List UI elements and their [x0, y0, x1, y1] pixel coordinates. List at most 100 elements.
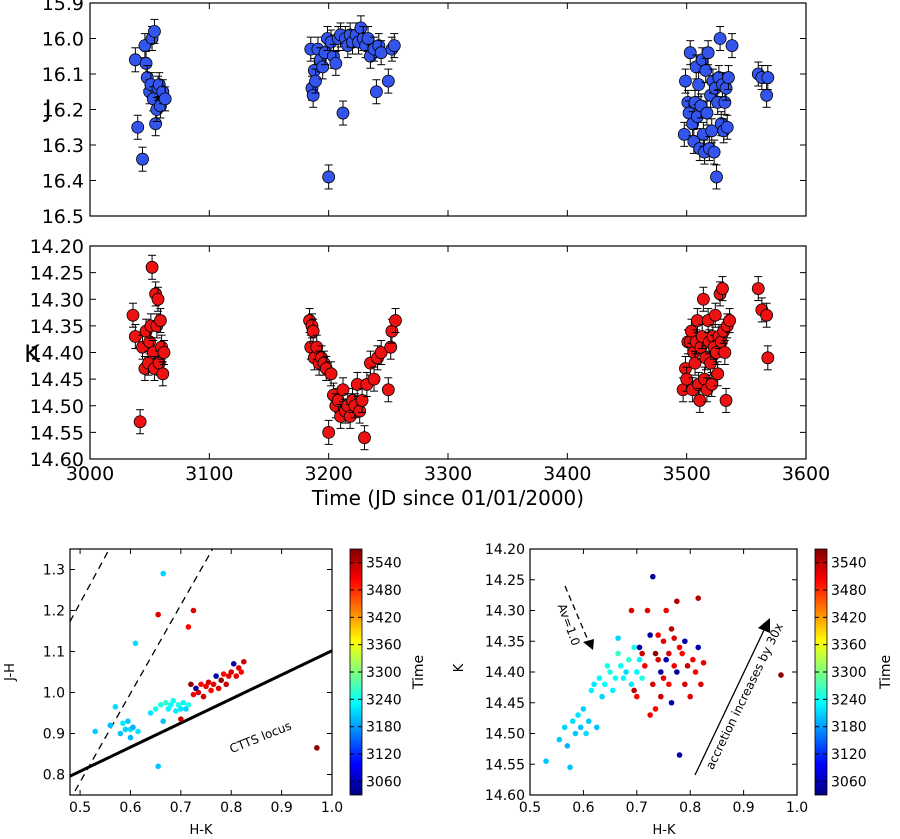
color-data-point	[92, 728, 98, 735]
y-tick-label: 14.40	[30, 343, 84, 365]
y-tick-label: 14.55	[485, 757, 525, 773]
color-data-point	[569, 718, 576, 724]
k-lightcurve-panel: 14.20 14.25 14.30 14.35 14.40 14.45 14.50 14.55…	[24, 236, 830, 510]
color-data-point	[225, 673, 232, 679]
y-tick-label: 14.30	[485, 604, 525, 620]
color-data-point	[679, 650, 685, 657]
j-data-point	[369, 79, 383, 105]
x-tick-label: 3200	[304, 463, 352, 485]
y-tick-label: 14.60	[30, 449, 84, 471]
x-tick-label: 3600	[782, 463, 830, 485]
x-tick-label: 0.7	[626, 800, 648, 816]
k-data-point	[751, 276, 765, 302]
color-data-point	[660, 638, 667, 645]
color-data-point	[676, 752, 683, 758]
color-data-point	[147, 710, 154, 716]
color-data-point	[690, 656, 696, 663]
y-tick-label: 14.50	[30, 396, 84, 418]
j-data-point	[699, 57, 713, 83]
k-plot-frame	[89, 245, 807, 460]
color-data-point	[663, 607, 669, 614]
color-data-point	[663, 656, 669, 663]
colorbar-tick-label: 3240	[831, 692, 867, 708]
color-data-point	[241, 658, 247, 665]
color-data-point	[120, 720, 126, 727]
cc-colorbar-ticks: 3060 3120 3180 3240 3300 3360 3420 3480 3540	[350, 556, 402, 790]
color-data-point	[631, 687, 637, 694]
color-data-point	[682, 681, 688, 688]
colorbar-tick-label: 3060	[831, 774, 867, 790]
color-data-point	[203, 683, 209, 690]
color-data-point	[583, 730, 589, 737]
cm-ylabel: K	[452, 663, 467, 672]
color-data-point	[185, 702, 192, 708]
color-data-point	[674, 669, 680, 675]
x-tick-label: 0.9	[270, 800, 292, 816]
color-data-point	[660, 675, 667, 681]
accretion-arrow: accretion increases by 30x	[694, 618, 786, 776]
x-tick-label: 0.6	[119, 800, 141, 816]
cm-colorbar-ticks: 3060 3120 3180 3240 3300 3360 3420 3480 3540	[815, 556, 867, 790]
j-data-point	[374, 40, 388, 66]
colorbar-tick-label: 3420	[366, 610, 402, 626]
k-data-point	[704, 350, 717, 376]
x-tick-label: 3100	[185, 463, 233, 485]
color-data-point	[561, 724, 568, 731]
color-data-point	[652, 650, 659, 657]
x-tick-label: 3300	[424, 463, 472, 485]
k-data-point	[760, 302, 774, 328]
color-data-point	[676, 644, 683, 651]
cc-data-marks	[92, 570, 320, 770]
k-data-point	[696, 286, 710, 312]
y-tick-label: 1.2	[43, 604, 65, 620]
av-label: Av=1.0	[555, 602, 583, 648]
k-data-point	[389, 308, 402, 334]
color-data-point	[220, 671, 227, 677]
color-data-point	[634, 669, 640, 675]
color-data-point	[132, 640, 139, 647]
color-data-point	[155, 611, 161, 618]
y-tick-label: 0.9	[43, 727, 65, 743]
k-data-point	[685, 318, 698, 344]
x-tick-label: 0.9	[732, 800, 754, 816]
color-data-point	[615, 650, 621, 657]
colorbar-tick-label: 3300	[831, 665, 867, 681]
j-data-point	[158, 86, 172, 112]
j-data-point	[692, 72, 705, 98]
k-data-point	[126, 302, 140, 328]
color-data-point	[152, 706, 159, 712]
color-data-point	[695, 644, 702, 651]
y-tick-label: 16.0	[42, 29, 84, 51]
color-data-point	[599, 693, 605, 700]
color-data-point	[160, 718, 167, 724]
j-data-point	[136, 146, 149, 172]
color-data-point	[125, 718, 131, 724]
color-data-point	[695, 595, 702, 601]
j-data-point	[148, 18, 161, 44]
k-data-point	[154, 308, 167, 334]
k-ylabel: K	[24, 340, 41, 368]
color-data-point	[625, 656, 632, 663]
color-data-point	[218, 677, 224, 683]
k-data-point	[156, 361, 170, 387]
color-data-point	[556, 736, 563, 743]
color-data-point	[572, 730, 579, 737]
color-data-point	[160, 570, 167, 577]
y-tick-label: 16.5	[42, 206, 84, 228]
j-data-point	[683, 40, 697, 66]
k-data-point	[381, 377, 395, 403]
color-data-point	[650, 681, 656, 688]
color-data-point	[175, 702, 182, 708]
reddening-line	[74, 549, 214, 792]
y-tick-label: 14.25	[30, 263, 84, 285]
colorbar-tick-label: 3360	[366, 638, 402, 654]
cc-reference-lines	[70, 549, 332, 792]
color-data-point	[628, 681, 635, 688]
color-data-point	[210, 681, 217, 688]
k-data-point	[718, 340, 732, 365]
k-data-point	[719, 387, 733, 413]
color-data-point	[588, 687, 595, 694]
color-data-point	[655, 632, 661, 638]
x-tick-label: 0.8	[679, 800, 701, 816]
color-color-panel: 0.8 0.9 1.0 1.1 1.2 1.3 0.5 0.6 0.7 0.8 0.9 1.0 CTT…	[3, 548, 427, 838]
